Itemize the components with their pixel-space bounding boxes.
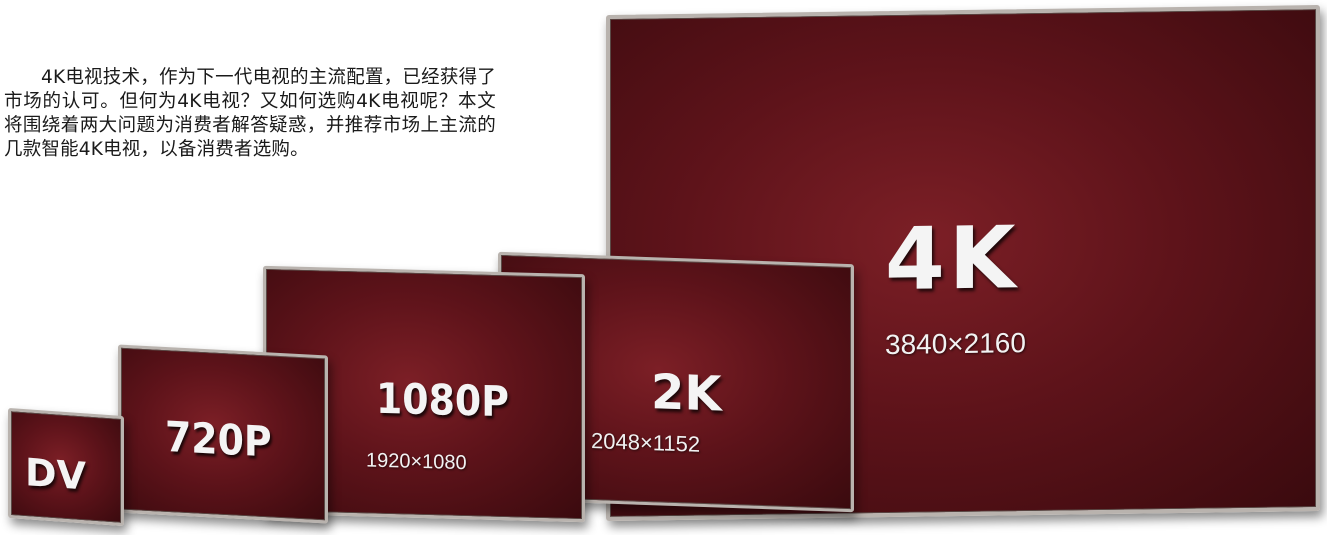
intro-paragraph: 4K电视技术，作为下一代电视的主流配置，已经获得了市场的认可。但何为4K电视？又…	[4, 67, 496, 160]
tv-screen-dv: DV	[8, 407, 124, 527]
screen-name-4k: 4K	[885, 208, 1020, 311]
screen-resolution-4k: 3840×2160	[885, 327, 1026, 361]
screen-name-2k: 2K	[651, 364, 722, 423]
screen-name-720p: 720P	[165, 411, 272, 467]
screen-name-1080p: 1080P	[376, 373, 509, 427]
tv-screen-720p: 720P	[118, 344, 328, 524]
screen-resolution-1080p: 1920×1080	[366, 449, 467, 475]
screen-resolution-2k: 2048×1152	[591, 428, 701, 457]
screen-name-dv: DV	[25, 450, 86, 499]
